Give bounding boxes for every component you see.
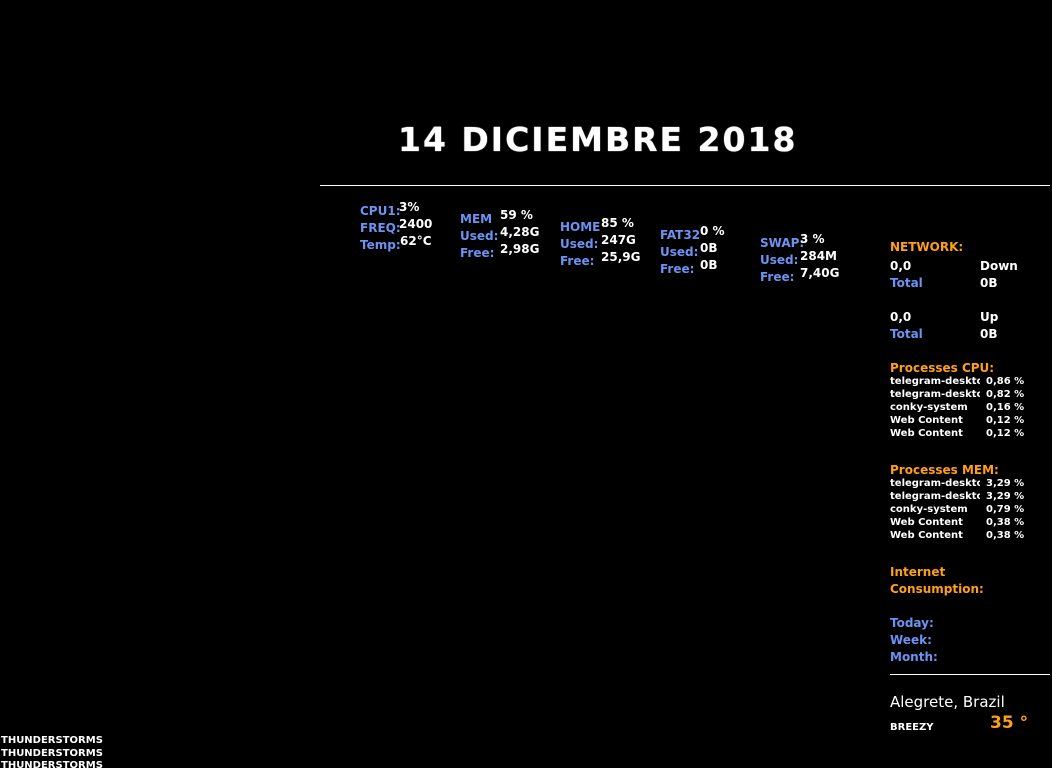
weather-temperature: 35 ° bbox=[990, 713, 1029, 733]
mem-free-label: Free: bbox=[460, 246, 495, 260]
forecast-item: THUNDERSTORMS bbox=[1, 760, 103, 768]
process-value: 0,79 % bbox=[986, 504, 1025, 515]
process-value: 0,12 % bbox=[986, 428, 1025, 439]
up-total-value: 0B bbox=[980, 327, 998, 341]
mem-used-label: Used: bbox=[460, 229, 499, 243]
process-name: telegram-deskto bbox=[890, 478, 980, 489]
internet-title-line1: Internet bbox=[890, 565, 946, 579]
top-divider bbox=[320, 185, 1050, 186]
cpu-label: CPU1: bbox=[360, 204, 401, 218]
up-total-label: Total bbox=[890, 327, 923, 341]
swap-percent: 3 % bbox=[800, 232, 825, 246]
process-value: 3,29 % bbox=[986, 478, 1025, 489]
process-name: conky-system bbox=[890, 402, 968, 413]
process-value: 0,82 % bbox=[986, 389, 1025, 400]
forecast-item: THUNDERSTORMS bbox=[1, 748, 103, 759]
bottom-divider bbox=[890, 674, 1050, 675]
swap-label: SWAP: bbox=[760, 236, 805, 250]
down-total-label: Total bbox=[890, 276, 923, 290]
process-value: 0,38 % bbox=[986, 517, 1025, 528]
date-title: 14 DICIEMBRE 2018 bbox=[398, 120, 798, 159]
down-label: Down bbox=[980, 259, 1018, 273]
process-value: 0,12 % bbox=[986, 415, 1025, 426]
home-used-label: Used: bbox=[560, 237, 599, 251]
week-label: Week: bbox=[890, 633, 932, 647]
fat32-percent: 0 % bbox=[700, 224, 725, 238]
month-label: Month: bbox=[890, 650, 938, 664]
down-speed: 0,0 bbox=[890, 259, 912, 273]
swap-free-value: 7,40G bbox=[800, 266, 840, 280]
process-value: 0,16 % bbox=[986, 402, 1025, 413]
swap-used-label: Used: bbox=[760, 253, 799, 267]
processes-cpu-title: Processes CPU: bbox=[890, 361, 995, 375]
process-name: telegram-deskto bbox=[890, 376, 980, 387]
forecast-item: THUNDERSTORMS bbox=[1, 735, 103, 746]
up-speed: 0,0 bbox=[890, 310, 912, 324]
mem-free-value: 2,98G bbox=[500, 242, 540, 256]
cpu-value: 3% bbox=[399, 200, 420, 214]
today-label: Today: bbox=[890, 616, 934, 630]
process-value: 0,38 % bbox=[986, 530, 1025, 541]
home-free-label: Free: bbox=[560, 254, 595, 268]
mem-label: MEM bbox=[460, 212, 493, 226]
process-name: Web Content bbox=[890, 530, 963, 541]
network-title: NETWORK: bbox=[890, 240, 964, 254]
process-value: 0,86 % bbox=[986, 376, 1025, 387]
swap-used-value: 284M bbox=[800, 249, 837, 263]
home-percent: 85 % bbox=[601, 216, 634, 230]
process-name: Web Content bbox=[890, 415, 963, 426]
processes-mem-title: Processes MEM: bbox=[890, 463, 999, 477]
fat32-free-value: 0B bbox=[700, 258, 718, 272]
freq-value: 2400 bbox=[399, 217, 433, 231]
fat32-used-value: 0B bbox=[700, 241, 718, 255]
home-label: HOME bbox=[560, 220, 601, 234]
process-name: telegram-deskto bbox=[890, 491, 980, 502]
process-value: 3,29 % bbox=[986, 491, 1025, 502]
process-name: Web Content bbox=[890, 517, 963, 528]
internet-title-line2: Consumption: bbox=[890, 582, 984, 596]
process-name: telegram-deskto bbox=[890, 389, 980, 400]
process-name: conky-system bbox=[890, 504, 968, 515]
weather-city: Alegrete, Brazil bbox=[890, 693, 1005, 711]
fat32-used-label: Used: bbox=[660, 245, 699, 259]
temp-label: Temp: bbox=[360, 238, 401, 252]
mem-used-value: 4,28G bbox=[500, 225, 540, 239]
freq-label: FREQ: bbox=[360, 221, 401, 235]
fat32-label: FAT32 bbox=[660, 228, 701, 242]
mem-percent: 59 % bbox=[500, 208, 533, 222]
down-total-value: 0B bbox=[980, 276, 998, 290]
up-label: Up bbox=[980, 310, 999, 324]
temp-value: 62°C bbox=[400, 234, 432, 248]
process-name: Web Content bbox=[890, 428, 963, 439]
swap-free-label: Free: bbox=[760, 270, 795, 284]
weather-condition: BREEZY bbox=[890, 722, 934, 733]
home-used-value: 247G bbox=[601, 233, 636, 247]
home-free-value: 25,9G bbox=[601, 250, 641, 264]
fat32-free-label: Free: bbox=[660, 262, 695, 276]
